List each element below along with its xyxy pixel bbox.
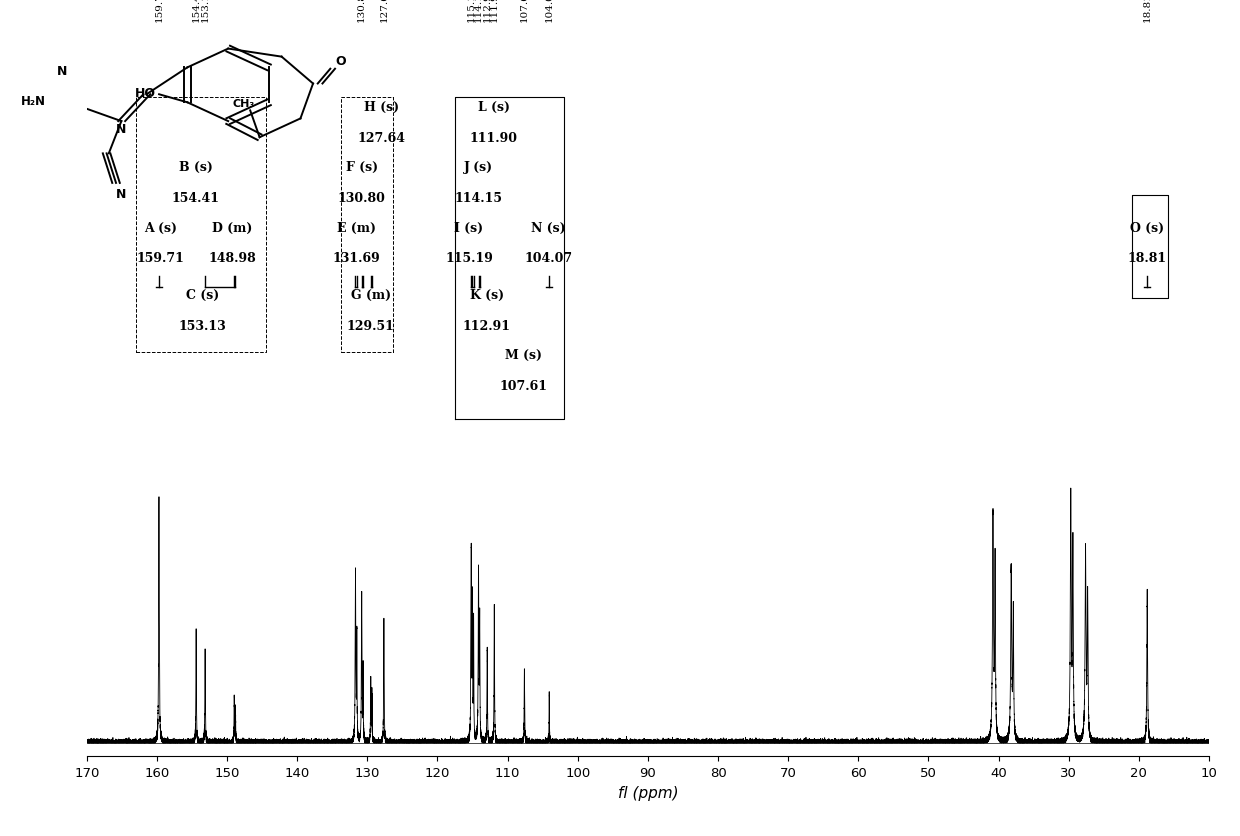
Text: 154.41: 154.41 [171, 191, 219, 205]
Text: N: N [57, 64, 67, 78]
Text: 115.19: 115.19 [466, 0, 476, 22]
Text: 114.15: 114.15 [454, 191, 502, 205]
Text: I (s): I (s) [455, 222, 484, 234]
Text: 153.13: 153.13 [179, 319, 227, 332]
Text: HO: HO [135, 87, 156, 100]
Text: 107.61: 107.61 [498, 380, 547, 393]
Text: 148.98: 148.98 [208, 252, 257, 265]
Text: G (m): G (m) [351, 288, 391, 301]
Text: K (s): K (s) [470, 288, 503, 301]
Text: 104.07: 104.07 [544, 0, 554, 22]
Text: 130.80: 130.80 [357, 0, 366, 22]
Text: 153.13: 153.13 [201, 0, 210, 22]
Text: 107.61: 107.61 [520, 0, 529, 22]
Text: 18.81: 18.81 [1143, 0, 1152, 22]
Text: L (s): L (s) [477, 100, 510, 114]
Text: A (s): A (s) [144, 222, 177, 234]
Text: N: N [117, 123, 126, 136]
Text: 111.90: 111.90 [490, 0, 498, 22]
Text: 154.41: 154.41 [192, 0, 201, 22]
Text: F (s): F (s) [346, 161, 378, 174]
Text: N: N [117, 188, 126, 201]
Text: J (s): J (s) [464, 161, 492, 174]
Text: 159.71: 159.71 [136, 252, 185, 265]
Text: 115.19: 115.19 [445, 252, 494, 265]
Text: H₂N: H₂N [21, 95, 46, 109]
Text: E (m): E (m) [337, 222, 376, 234]
Text: 130.80: 130.80 [337, 191, 386, 205]
Text: C (s): C (s) [186, 288, 219, 301]
Text: 104.07: 104.07 [525, 252, 573, 265]
Text: 112.91: 112.91 [463, 319, 511, 332]
Text: D (m): D (m) [212, 222, 253, 234]
Text: 131.69: 131.69 [334, 252, 381, 265]
Text: B (s): B (s) [179, 161, 212, 174]
Text: 18.81: 18.81 [1127, 252, 1167, 265]
Text: N (s): N (s) [531, 222, 565, 234]
Text: 127.64: 127.64 [379, 0, 388, 22]
Text: 111.90: 111.90 [470, 131, 517, 145]
Text: 114.15: 114.15 [474, 0, 484, 22]
Text: 129.51: 129.51 [347, 319, 394, 332]
Text: H (s): H (s) [363, 100, 399, 114]
Text: CH₃: CH₃ [233, 99, 255, 109]
X-axis label: fl (ppm): fl (ppm) [618, 785, 678, 800]
Text: O: O [335, 55, 346, 69]
Text: 127.64: 127.64 [357, 131, 405, 145]
Text: O (s): O (s) [1130, 222, 1164, 234]
Text: 112.91: 112.91 [482, 0, 492, 22]
Text: M (s): M (s) [505, 349, 542, 362]
Text: 159.71: 159.71 [155, 0, 164, 22]
